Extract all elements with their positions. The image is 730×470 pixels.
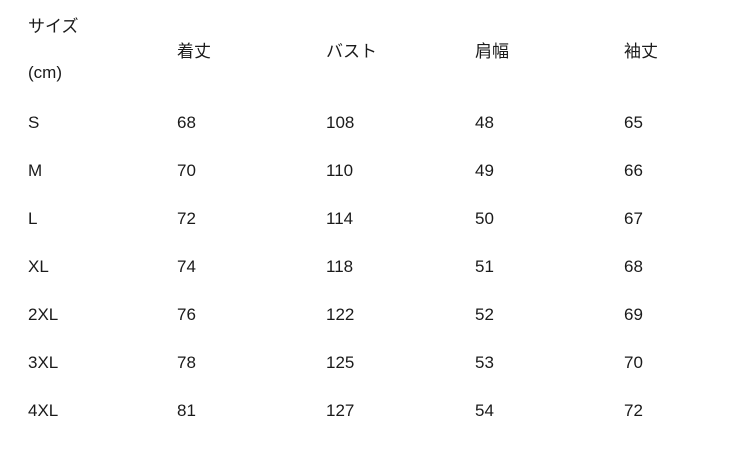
length-cell: 78 — [177, 353, 196, 372]
table-row-l: L 72 114 50 67 — [0, 195, 730, 243]
size-cell: 3XL — [28, 353, 59, 372]
shoulder-cell: 50 — [475, 209, 494, 228]
table-row-4xl: 4XL 81 127 54 72 — [0, 387, 730, 435]
table-row-2xl: 2XL 76 122 52 69 — [0, 291, 730, 339]
size-chart-header: サイズ (cm) 着丈 バスト 肩幅 袖丈 — [0, 0, 730, 99]
size-chart-table: サイズ (cm) 着丈 バスト 肩幅 袖丈 S 68 108 48 65 M 7… — [0, 0, 730, 435]
column-header-sleeve: 袖丈 — [624, 42, 658, 61]
bust-cell: 110 — [326, 161, 354, 180]
sleeve-cell: 69 — [624, 305, 643, 324]
shoulder-cell: 53 — [475, 353, 494, 372]
column-header-size: サイズ (cm) — [0, 0, 149, 99]
length-cell: 74 — [177, 257, 196, 276]
shoulder-cell: 48 — [475, 113, 494, 132]
size-header-unit: (cm) — [28, 62, 62, 82]
sleeve-cell: 72 — [624, 401, 643, 420]
shoulder-cell: 49 — [475, 161, 494, 180]
bust-cell: 108 — [326, 113, 355, 132]
length-cell: 70 — [177, 161, 196, 180]
shoulder-cell: 54 — [475, 401, 494, 420]
shoulder-cell: 51 — [475, 257, 494, 276]
column-header-shoulder: 肩幅 — [475, 42, 509, 61]
bust-cell: 118 — [326, 257, 354, 276]
length-cell: 72 — [177, 209, 196, 228]
size-cell: XL — [28, 257, 49, 276]
column-header-length: 着丈 — [177, 42, 211, 61]
sleeve-cell: 70 — [624, 353, 643, 372]
sleeve-cell: 65 — [624, 113, 643, 132]
bust-cell: 127 — [326, 401, 355, 420]
header-row: サイズ (cm) 着丈 バスト 肩幅 袖丈 — [0, 0, 730, 99]
table-row-s: S 68 108 48 65 — [0, 99, 730, 147]
size-cell: 4XL — [28, 401, 59, 420]
column-header-bust: バスト — [326, 42, 377, 61]
size-chart-body: S 68 108 48 65 M 70 110 49 66 L 72 114 5… — [0, 99, 730, 435]
size-cell: L — [28, 209, 38, 228]
bust-cell: 122 — [326, 305, 355, 324]
bust-cell: 125 — [326, 353, 355, 372]
size-cell: S — [28, 113, 40, 132]
sleeve-cell: 68 — [624, 257, 643, 276]
table-row-3xl: 3XL 78 125 53 70 — [0, 339, 730, 387]
size-cell: 2XL — [28, 305, 59, 324]
bust-cell: 114 — [326, 209, 354, 228]
sleeve-cell: 67 — [624, 209, 643, 228]
table-row-m: M 70 110 49 66 — [0, 147, 730, 195]
size-header-label: サイズ — [28, 16, 79, 36]
size-cell: M — [28, 161, 43, 180]
length-cell: 76 — [177, 305, 196, 324]
table-row-xl: XL 74 118 51 68 — [0, 243, 730, 291]
shoulder-cell: 52 — [475, 305, 494, 324]
length-cell: 81 — [177, 401, 196, 420]
sleeve-cell: 66 — [624, 161, 643, 180]
length-cell: 68 — [177, 113, 196, 132]
